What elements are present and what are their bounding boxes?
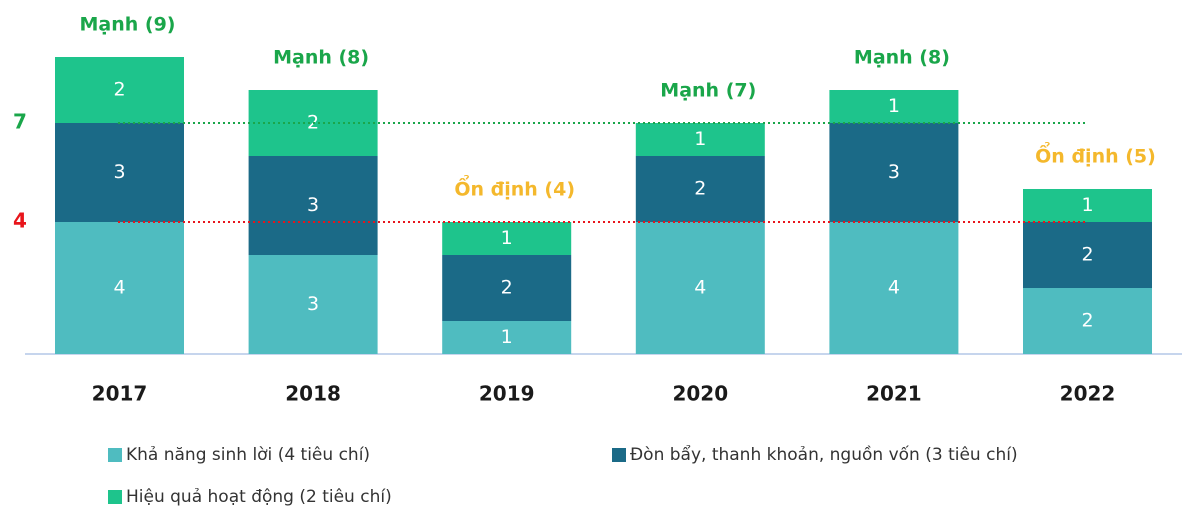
reference-label: 4 [13, 209, 27, 233]
segment-label: 1 [694, 128, 706, 150]
bar-segment [442, 222, 572, 255]
segment-label: 4 [888, 277, 900, 299]
segment-label: 1 [501, 227, 513, 249]
bar-segment [635, 123, 765, 156]
segment-label: 2 [1081, 310, 1093, 332]
bar-segment [829, 90, 959, 123]
segment-label: 4 [113, 277, 125, 299]
legend-label: Hiệu quả hoạt động (2 tiêu chí) [126, 487, 392, 507]
total-label: Mạnh (7) [660, 80, 756, 102]
segment-label: 3 [307, 293, 319, 315]
legend-swatch [108, 448, 122, 462]
bar-segment [442, 255, 572, 321]
segment-label: 1 [888, 95, 900, 117]
x-tick-label: 2019 [479, 382, 535, 406]
legend-label: Khả năng sinh lời (4 tiêu chí) [126, 445, 370, 465]
bar-segment [1023, 222, 1152, 288]
bar-segment [1023, 189, 1152, 222]
x-tick-label: 2018 [285, 382, 341, 406]
bar-segment [442, 321, 572, 354]
bar-segment [635, 156, 765, 222]
total-label: Ổn định (5) [1035, 141, 1156, 168]
bar-segment [829, 123, 959, 222]
segment-label: 2 [1081, 244, 1093, 266]
x-tick-label: 2021 [866, 382, 922, 406]
bar-segment [55, 57, 184, 123]
x-tick-label: 2020 [672, 382, 728, 406]
x-tick-label: 2017 [92, 382, 148, 406]
segment-label: 2 [694, 178, 706, 200]
segment-label: 2 [501, 277, 513, 299]
bar-segment [248, 255, 378, 354]
bar-segment [55, 222, 184, 354]
bar-segment [1023, 288, 1152, 354]
legend-swatch [612, 448, 626, 462]
legend-swatch [108, 490, 122, 504]
x-tick-label: 2022 [1060, 382, 1116, 406]
bar-segment [635, 222, 765, 354]
total-label: Mạnh (9) [80, 14, 176, 36]
segment-label: 2 [113, 79, 125, 101]
legend-label: Đòn bẩy, thanh khoản, nguồn vốn (3 tiêu … [630, 444, 1018, 465]
total-label: Mạnh (8) [854, 47, 950, 69]
reference-label: 7 [13, 110, 27, 134]
segment-label: 3 [888, 161, 900, 183]
bar-segment [248, 156, 378, 255]
total-label: Mạnh (8) [273, 47, 369, 69]
segment-label: 3 [113, 161, 125, 183]
bar-segment [55, 123, 184, 222]
total-label: Ổn định (4) [454, 174, 575, 201]
segment-label: 3 [307, 194, 319, 216]
segment-label: 1 [501, 326, 513, 348]
bar-segment [829, 222, 959, 354]
segment-label: 1 [1081, 194, 1093, 216]
segment-label: 4 [694, 277, 706, 299]
